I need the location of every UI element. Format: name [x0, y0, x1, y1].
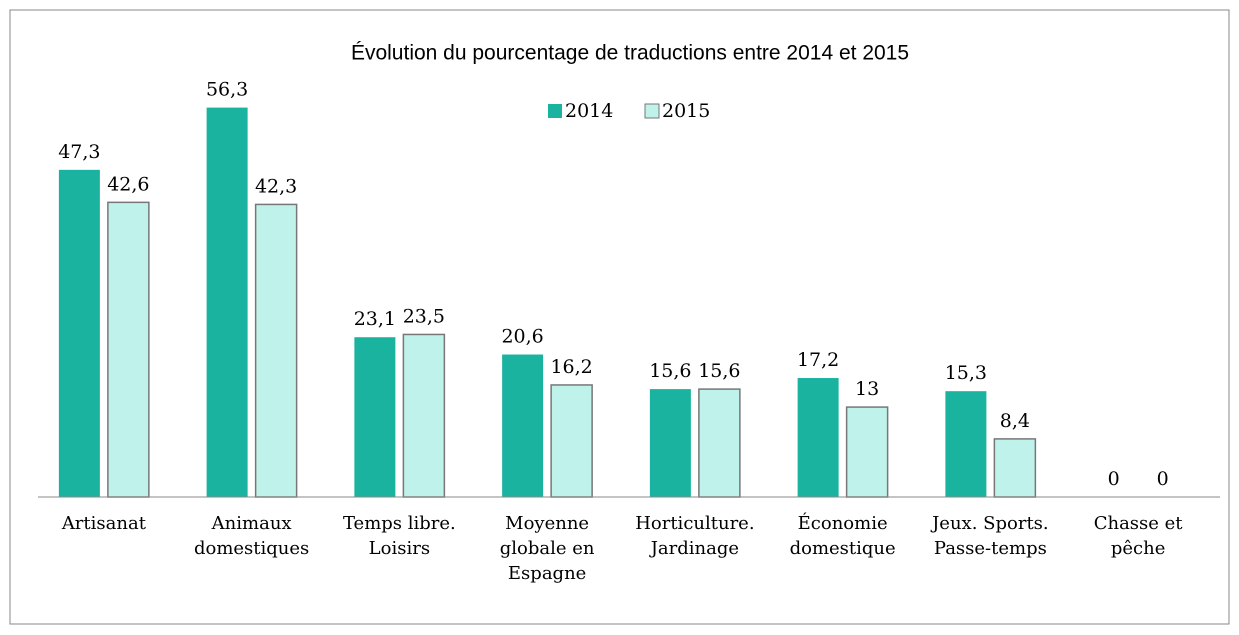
- bar: [107, 201, 150, 498]
- bar: [550, 384, 593, 498]
- legend-swatch: [548, 104, 562, 118]
- value-label: 20,6: [501, 326, 543, 348]
- value-label: 8,4: [1000, 410, 1030, 432]
- bar: [649, 389, 691, 497]
- value-label: 23,1: [354, 308, 396, 330]
- bar: [993, 438, 1037, 498]
- bar: [797, 378, 839, 497]
- bar: [698, 388, 741, 498]
- chart-title: Évolution du pourcentage de traductions …: [351, 42, 909, 65]
- value-label: 15,6: [649, 360, 691, 382]
- bar: [502, 354, 544, 497]
- value-label: 47,3: [58, 141, 100, 163]
- x-tick-label: Chasse et pêche: [1093, 513, 1183, 559]
- x-tick-label: Artisanat: [61, 513, 146, 534]
- legend-swatch: [644, 103, 660, 119]
- x-tick-label: Temps libre. Loisirs: [342, 513, 456, 559]
- bar: [945, 391, 987, 497]
- x-tick-label: Animaux domestiques: [193, 513, 310, 559]
- value-label: 42,3: [255, 175, 297, 197]
- x-tick-label: Moyenne globale en Espagne: [499, 513, 595, 584]
- bar: [206, 107, 248, 497]
- value-label: 15,6: [698, 360, 740, 382]
- bar: [402, 333, 446, 498]
- value-label: 0: [1157, 468, 1169, 490]
- x-tick-label: Économie domestique: [789, 513, 896, 559]
- legend-label: 2015: [662, 100, 710, 122]
- legend-label: 2014: [565, 100, 613, 122]
- bar: [845, 406, 889, 498]
- value-label: 0: [1108, 468, 1120, 490]
- value-label: 42,6: [107, 173, 149, 195]
- bar: [254, 203, 298, 498]
- bar: [58, 169, 100, 497]
- value-label: 13: [855, 378, 879, 400]
- value-label: 23,5: [403, 305, 445, 327]
- x-tick-label: Jeux. Sports. Passe-temps: [932, 513, 1049, 559]
- value-label: 16,2: [550, 356, 592, 378]
- value-label: 56,3: [206, 79, 248, 101]
- bar: [354, 337, 396, 497]
- value-label: 17,2: [797, 349, 839, 371]
- x-tick-label: Horticulture. Jardinage: [635, 513, 755, 559]
- value-label: 15,3: [945, 362, 987, 384]
